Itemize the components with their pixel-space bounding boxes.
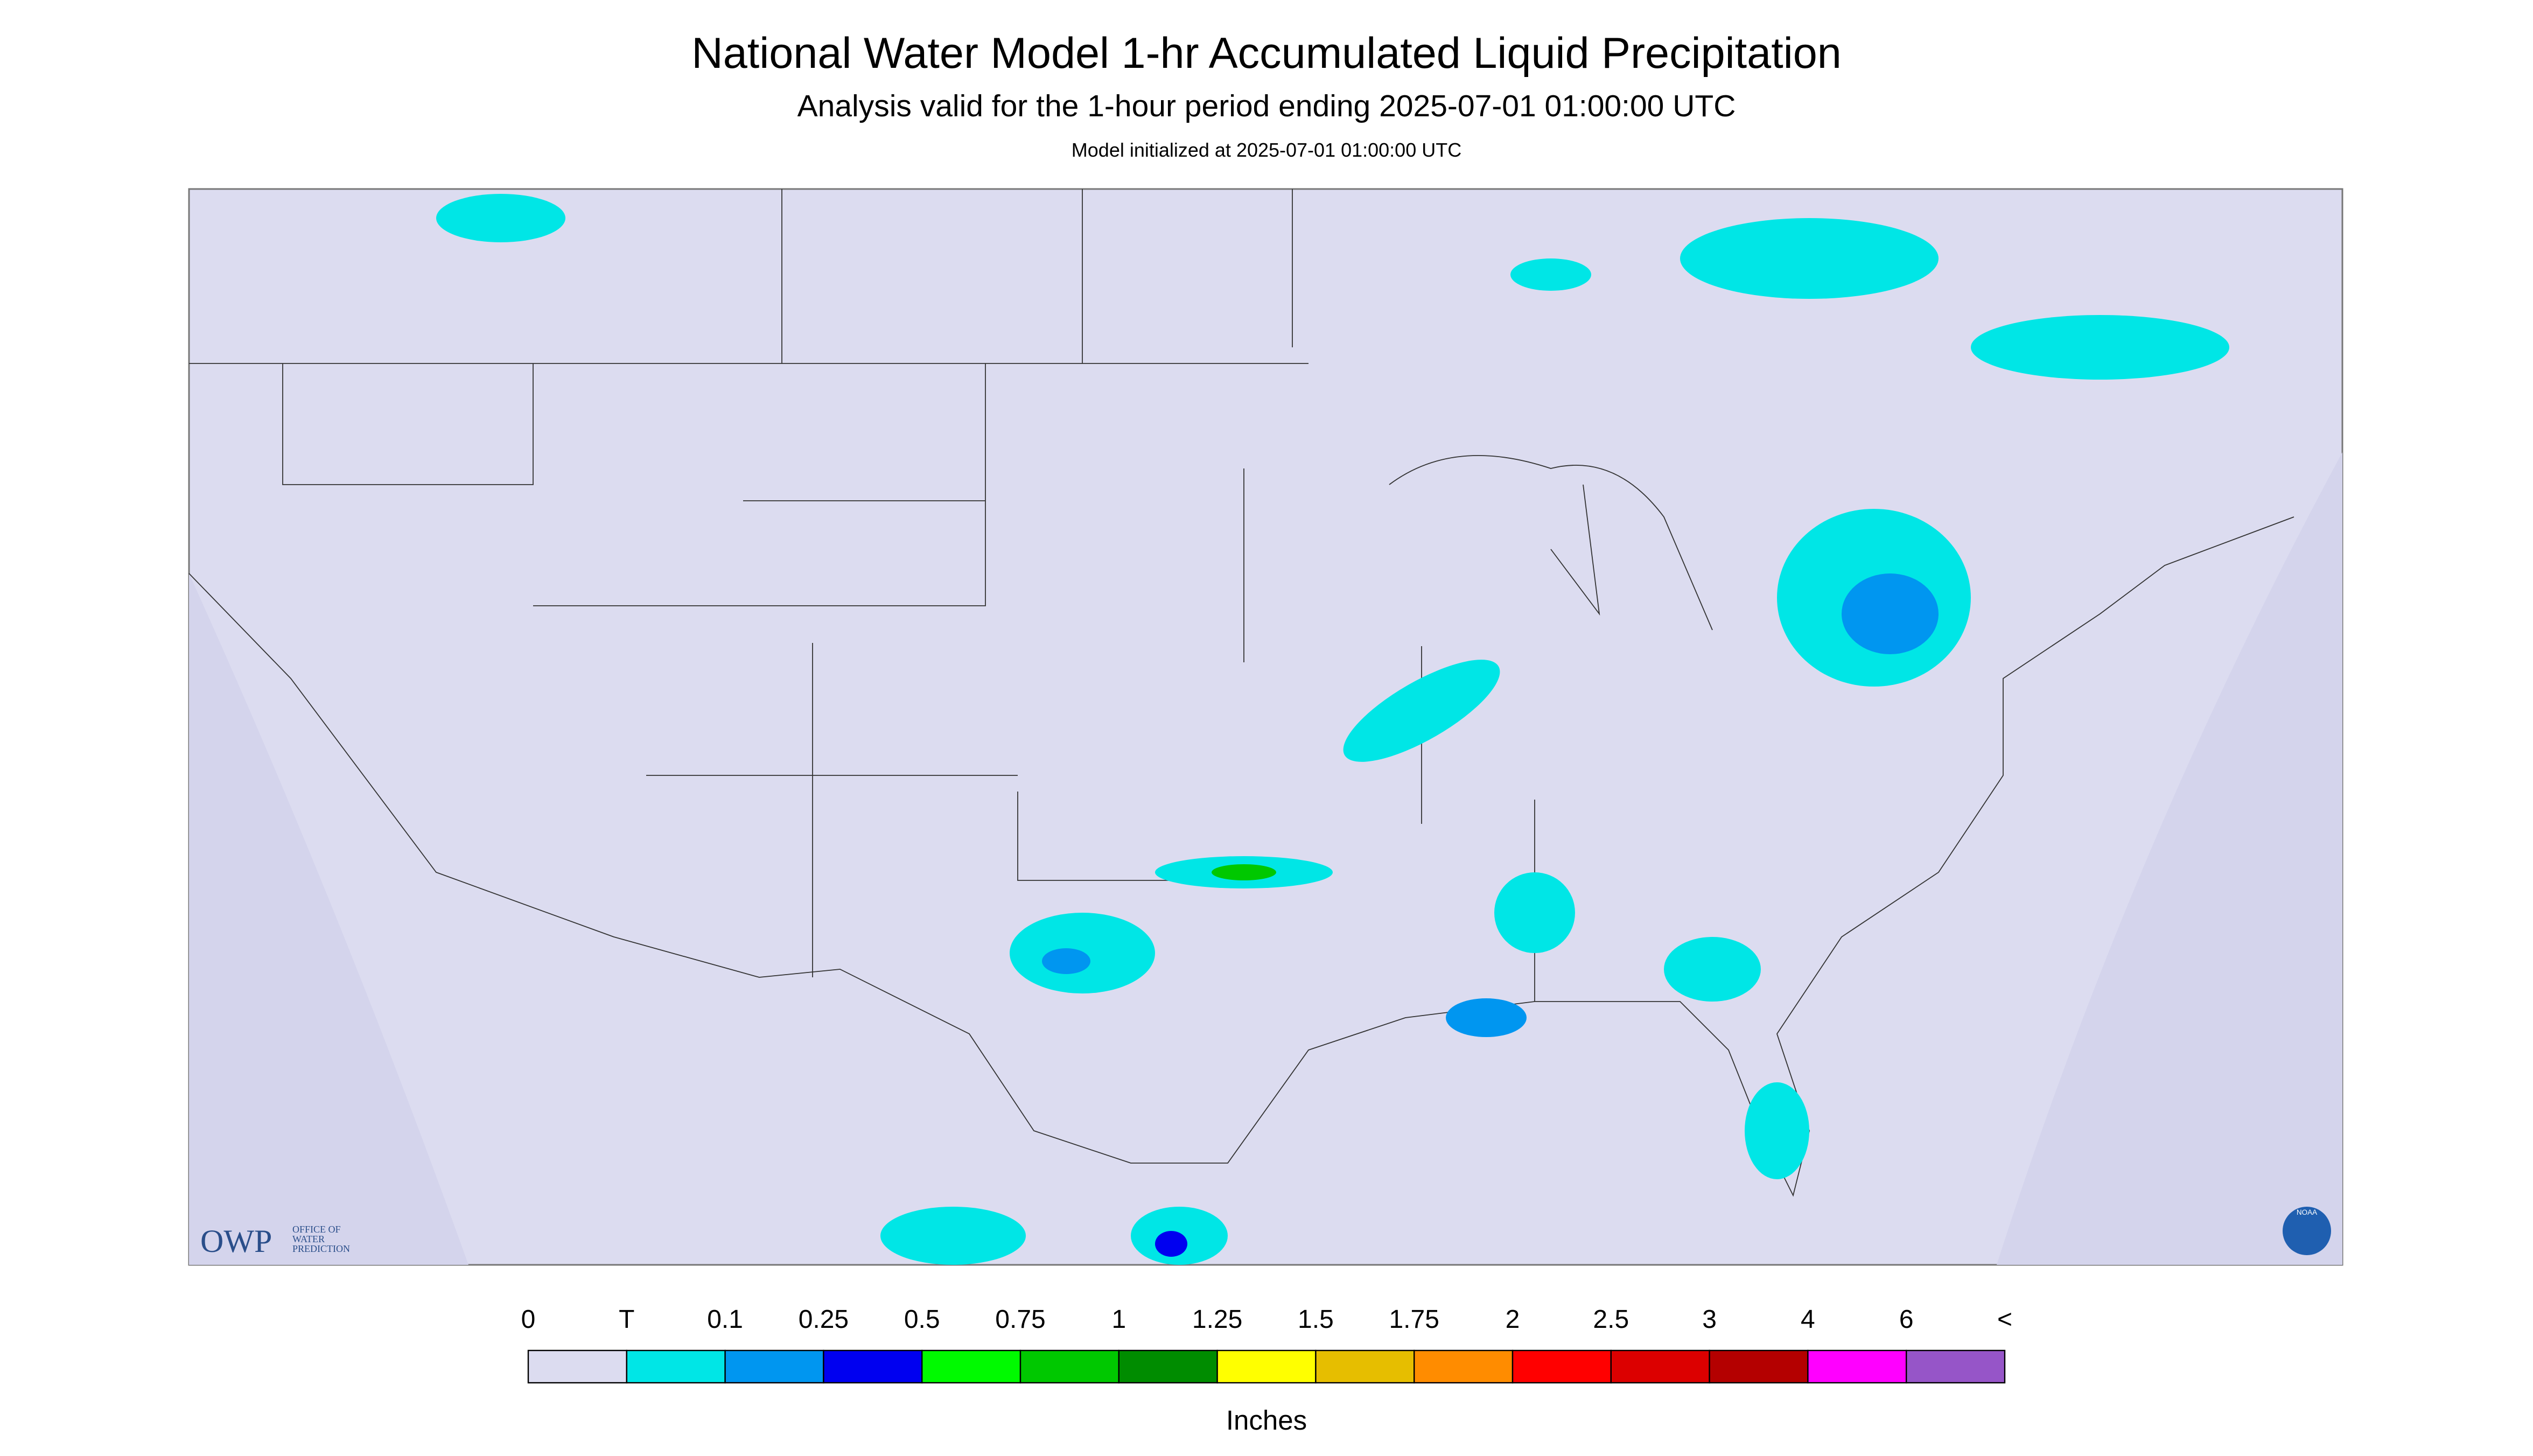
legend-unit: Inches bbox=[1226, 1405, 1307, 1436]
owp-logo: OWP bbox=[200, 1223, 272, 1259]
precipitation bbox=[436, 194, 2229, 1265]
legend-swatch bbox=[724, 1349, 824, 1384]
subtitle: Analysis valid for the 1-hour period end… bbox=[797, 89, 1736, 123]
legend-swatch bbox=[1807, 1349, 1907, 1384]
owp-line: PREDICTION bbox=[292, 1243, 350, 1254]
legend-swatch bbox=[527, 1349, 628, 1384]
legend-swatch bbox=[626, 1349, 726, 1384]
map-frame bbox=[188, 188, 2343, 1266]
legend-swatch bbox=[1512, 1349, 1612, 1384]
legend-swatch bbox=[823, 1349, 923, 1384]
legend-swatch bbox=[1610, 1349, 1710, 1384]
noaa-text: NOAA bbox=[2297, 1208, 2317, 1216]
legend: 0 T 0.1 0.25 0.5 0.75 1 1.25 1.5 1.75 2 2.5 3 4 6 < bbox=[521, 1305, 2012, 1384]
legend-label: 0.25 bbox=[799, 1305, 849, 1334]
title: National Water Model 1-hr Accumulated Li… bbox=[691, 29, 1842, 78]
owp-line: OFFICE OF bbox=[292, 1224, 341, 1235]
legend-label: 2 bbox=[1506, 1305, 1520, 1334]
owp-line: WATER bbox=[292, 1234, 325, 1244]
legend-label: 1 bbox=[1111, 1305, 1126, 1334]
legend-swatch bbox=[1019, 1349, 1120, 1384]
noaa-logo bbox=[2283, 1207, 2331, 1256]
legend-label: 6 bbox=[1899, 1305, 1914, 1334]
projection-edge bbox=[1997, 452, 2342, 1265]
legend-swatch bbox=[1118, 1349, 1218, 1384]
legend-swatch bbox=[1315, 1349, 1415, 1384]
legend-label: 2.5 bbox=[1593, 1305, 1629, 1334]
legend-label: < bbox=[1997, 1305, 2012, 1334]
legend-label: 0.5 bbox=[904, 1305, 940, 1334]
legend-label: 1.25 bbox=[1192, 1305, 1242, 1334]
legend-label: 0.75 bbox=[995, 1305, 1045, 1334]
legend-swatch bbox=[1216, 1349, 1317, 1384]
legend-swatch bbox=[921, 1349, 1021, 1384]
legend-swatch bbox=[1414, 1349, 1514, 1384]
legend-label: 1.75 bbox=[1389, 1305, 1439, 1334]
legend-swatch bbox=[1905, 1349, 2006, 1384]
legend-label: 1.5 bbox=[1298, 1305, 1334, 1334]
legend-swatch bbox=[1709, 1349, 1809, 1384]
legend-label: 0 bbox=[521, 1305, 536, 1334]
init-note: Model initialized at 2025-07-01 01:00:00… bbox=[1072, 139, 1461, 161]
legend-label: 3 bbox=[1702, 1305, 1717, 1334]
legend-label: T bbox=[619, 1305, 634, 1334]
projection-edge bbox=[189, 573, 468, 1265]
legend-label: 0.1 bbox=[707, 1305, 743, 1334]
legend-label: 4 bbox=[1801, 1305, 1815, 1334]
